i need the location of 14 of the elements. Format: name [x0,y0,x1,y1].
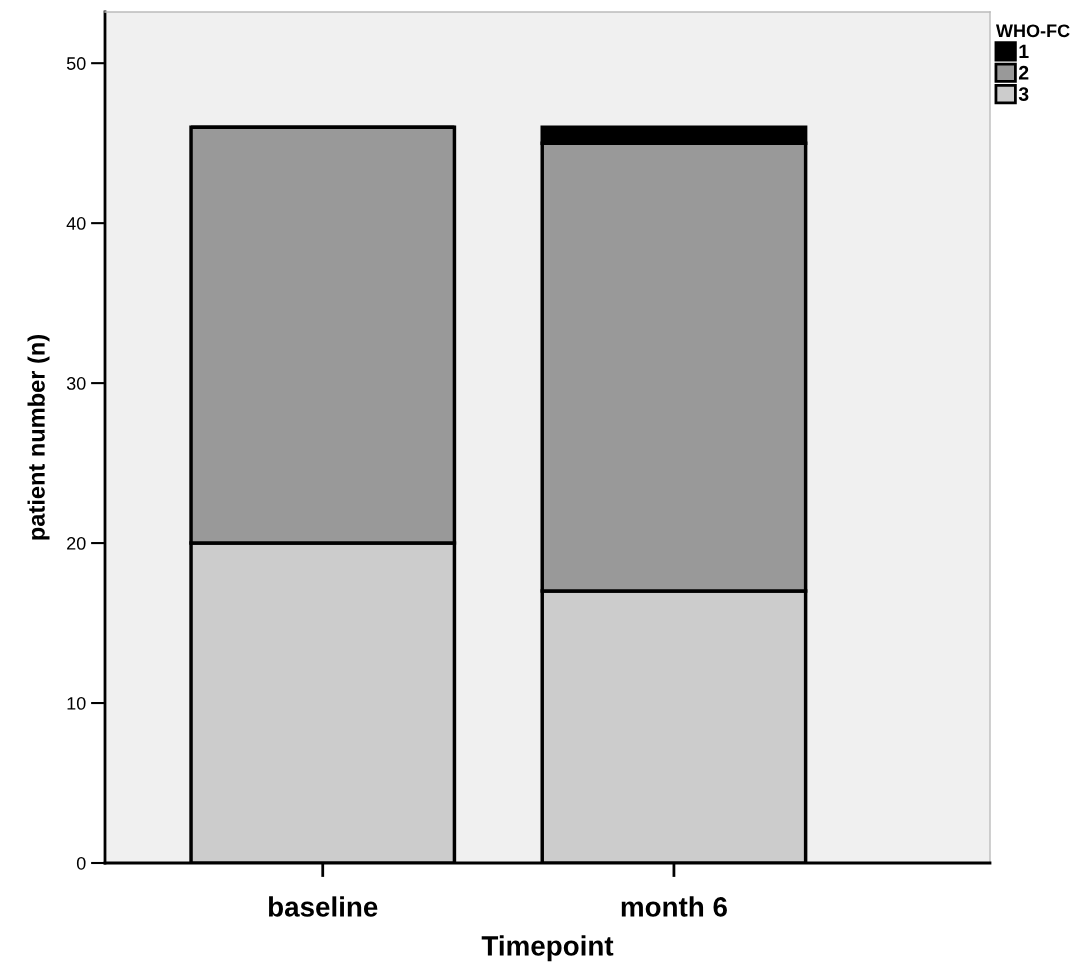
y-axis-title: patient number (n) [27,335,50,540]
y-tick-label: 50 [66,57,86,70]
legend-title: WHO-FC [995,24,1070,38]
y-tick-label: 20 [67,537,86,550]
x-axis-title: Timepoint [481,935,614,962]
legend-label: 3 [1018,87,1029,101]
legend-label: 2 [1018,65,1029,80]
y-tick-label: 30 [66,377,86,390]
y-tick-label: 40 [66,217,86,230]
y-tick-label: 10 [67,696,86,710]
x-tick-label: baseline [268,896,378,917]
x-tick-label: month 6 [621,896,727,917]
y-tick-label: 0 [76,856,86,870]
legend-label: 1 [1019,44,1029,59]
